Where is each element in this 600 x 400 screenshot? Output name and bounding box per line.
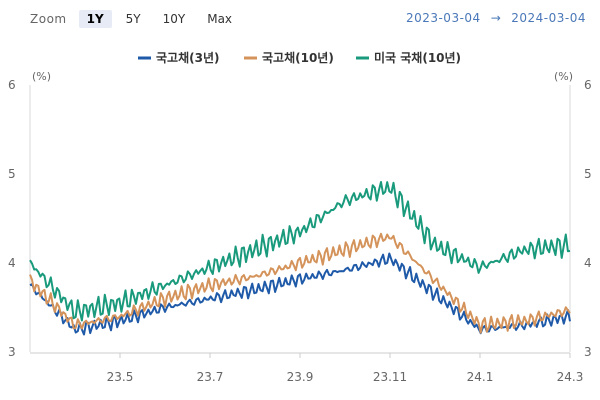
x-tick-label: 24.1 xyxy=(467,370,494,384)
x-tick-label: 23.11 xyxy=(373,370,407,384)
x-tick-label: 23.5 xyxy=(107,370,134,384)
y-axis-right-unit: (%) xyxy=(554,70,573,83)
y-tick-left: 3 xyxy=(8,345,16,359)
date-range: 2023-03-04 → 2024-03-04 xyxy=(406,11,586,25)
series-line-2 xyxy=(29,232,571,334)
date-to[interactable]: 2024-03-04 xyxy=(511,11,586,25)
zoom-label: Zoom xyxy=(30,12,67,26)
y-tick-left: 6 xyxy=(8,78,16,92)
y-tick-right: 3 xyxy=(584,345,592,359)
axes: 3 3 4 4 5 5 6 6 23.5 23.7 23.9 23.11 24.1 24.3 xyxy=(8,78,592,384)
x-tick-label: 23.9 xyxy=(287,370,314,384)
y-tick-right: 6 xyxy=(584,78,592,92)
legend: 국고채(3년) 국고채(10년) 미국 국채(10년) xyxy=(138,50,461,65)
y-tick-right: 4 xyxy=(584,256,592,270)
zoom-10y-button[interactable]: 10Y xyxy=(162,12,186,26)
y-tick-left: 5 xyxy=(8,167,16,181)
legend-us10[interactable]: 미국 국채(10년) xyxy=(374,50,461,65)
series-lines xyxy=(29,181,571,336)
zoom-5y-button[interactable]: 5Y xyxy=(125,12,141,26)
series-line-3 xyxy=(29,181,571,322)
y-tick-left: 4 xyxy=(8,256,16,270)
x-tick-label: 24.3 xyxy=(557,370,584,384)
legend-kr10[interactable]: 국고채(10년) xyxy=(262,50,334,65)
zoom-1y-button[interactable]: 1Y xyxy=(78,10,112,28)
y-axis-left-unit: (%) xyxy=(32,70,51,83)
arrow-right-icon: → xyxy=(490,11,502,25)
date-from[interactable]: 2023-03-04 xyxy=(405,11,481,25)
x-tick-label: 23.7 xyxy=(197,370,224,384)
zoom-max-button[interactable]: Max xyxy=(207,12,233,26)
zoom-bar: Zoom 1Y 5Y 10Y Max xyxy=(30,8,240,30)
legend-kr3[interactable]: 국고채(3년) xyxy=(156,50,219,65)
y-tick-right: 5 xyxy=(584,167,592,181)
